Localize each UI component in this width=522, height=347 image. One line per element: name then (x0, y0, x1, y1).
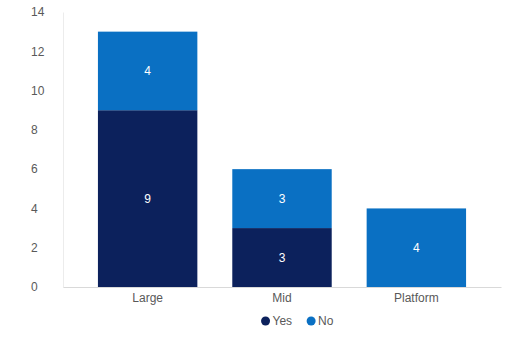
bar (98, 110, 197, 287)
legend-label: No (318, 314, 334, 328)
legend-item: Yes (261, 314, 292, 328)
y-tick: 10 (31, 84, 63, 98)
y-tick: 12 (31, 45, 63, 59)
x-axis: Large Mid Platform (64, 287, 502, 305)
x-axis-line (64, 287, 502, 288)
y-tick: 4 (31, 202, 63, 216)
x-tick-label: Platform (394, 291, 439, 305)
bar (98, 32, 197, 111)
y-tick-label: 12 (31, 45, 45, 59)
legend-label: Yes (273, 314, 293, 328)
x-tick: Large (132, 287, 163, 305)
bar (367, 208, 466, 287)
y-tick: 14 (31, 5, 63, 19)
legend-marker (307, 317, 316, 326)
legend-marker (261, 317, 270, 326)
y-tick-label: 2 (31, 241, 38, 255)
x-tick: Mid (272, 287, 291, 305)
x-tick-label: Large (132, 291, 163, 305)
background (0, 0, 522, 347)
data-label: 3 (279, 192, 286, 206)
y-tick-label: 8 (31, 123, 38, 137)
y-tick-label: 14 (31, 5, 45, 19)
legend: Yes No (261, 314, 334, 328)
y-tick: 6 (31, 162, 63, 176)
bar (232, 169, 331, 228)
data-labels: 9 3 4 3 4 (144, 64, 420, 265)
y-tick: 2 (31, 241, 63, 255)
bar (232, 228, 331, 287)
y-axis-line (63, 13, 64, 288)
data-label: 4 (413, 241, 420, 255)
y-tick-label: 0 (31, 280, 38, 294)
y-tick-label: 6 (31, 162, 38, 176)
y-tick-label: 4 (31, 202, 38, 216)
y-tick-label: 10 (31, 84, 45, 98)
data-label: 4 (144, 64, 151, 78)
legend-item: No (307, 314, 334, 328)
y-axis: 0 2 4 6 8 10 12 14 (31, 5, 64, 294)
y-tick: 0 (31, 280, 63, 294)
y-tick: 8 (31, 123, 63, 137)
x-tick-label: Mid (272, 291, 291, 305)
data-label: 9 (144, 192, 151, 206)
x-tick: Platform (394, 287, 439, 305)
data-label: 3 (279, 251, 286, 265)
bars (98, 32, 466, 287)
